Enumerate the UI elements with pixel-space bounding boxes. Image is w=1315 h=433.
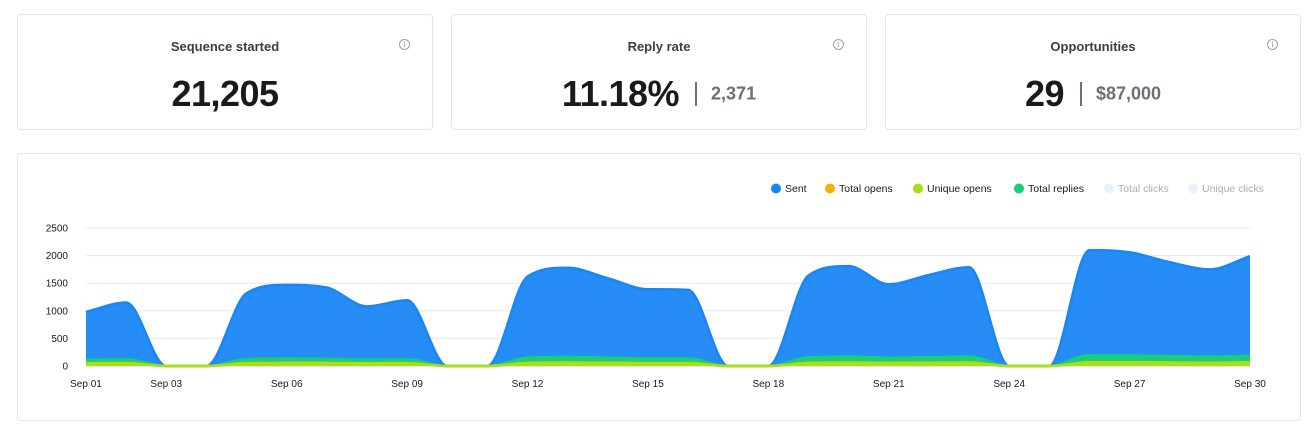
y-tick-label: 2000 xyxy=(46,251,69,262)
stat-title: Sequence started xyxy=(170,39,280,54)
series-line-sent xyxy=(85,248,1251,368)
info-icon[interactable]: i xyxy=(833,39,844,50)
legend-swatch-unique-clicks[interactable] xyxy=(1188,183,1198,194)
info-icon[interactable]: i xyxy=(1267,39,1278,50)
x-tick-label: Sep 03 xyxy=(150,379,182,390)
stat-value: 29 xyxy=(1024,73,1065,114)
legend-swatch-total-opens[interactable] xyxy=(825,183,835,194)
activity-area-chart: 0 500 1000 1500 2000 2500 Sep 01 Sep 03 Sep 06 Se… xyxy=(46,183,1267,390)
legend-swatch-sent[interactable] xyxy=(771,183,781,194)
legend-item-total-opens[interactable]: Total opens xyxy=(839,183,893,195)
series-area-sent xyxy=(86,250,1250,366)
x-tick-label: Sep 18 xyxy=(752,379,784,390)
y-tick-label: 1000 xyxy=(46,306,69,317)
x-tick-label: Sep 30 xyxy=(1234,379,1266,390)
legend-swatch-unique-opens[interactable] xyxy=(913,183,923,194)
stat-value: 21,205 xyxy=(171,73,279,114)
x-tick-label: Sep 01 xyxy=(70,379,102,390)
series-line-unique-opens xyxy=(85,361,1251,368)
stat-value-row: 29 $87,000 xyxy=(886,73,1300,115)
stat-divider xyxy=(695,82,698,106)
x-tick-label: Sep 12 xyxy=(512,379,544,390)
x-tick-label: Sep 24 xyxy=(993,379,1025,390)
legend-item-unique-opens[interactable]: Unique opens xyxy=(927,183,992,195)
x-tick-label: Sep 09 xyxy=(391,379,423,390)
stat-value-row: 11.18% 2,371 xyxy=(452,73,866,115)
legend-swatch-total-replies[interactable] xyxy=(1014,183,1024,194)
legend-item-sent[interactable]: Sent xyxy=(785,183,807,195)
stat-title: Reply rate xyxy=(627,39,691,54)
legend-item-unique-clicks[interactable]: Unique clicks xyxy=(1202,183,1264,195)
legend-item-total-clicks[interactable]: Total clicks xyxy=(1118,183,1169,195)
stat-card-sequence-started: Sequence started i 21,205 xyxy=(17,14,433,130)
stat-divider xyxy=(1079,82,1082,106)
y-tick-label: 0 xyxy=(62,362,68,373)
stat-secondary-value: $87,000 xyxy=(1095,83,1162,104)
stat-value-row: 21,205 xyxy=(18,73,432,115)
y-tick-label: 1500 xyxy=(46,279,69,290)
stat-card-opportunities: Opportunities i 29 $87,000 xyxy=(885,14,1301,130)
info-icon[interactable]: i xyxy=(399,39,410,50)
stat-card-reply-rate: Reply rate i 11.18% 2,371 xyxy=(451,14,867,130)
y-tick-label: 500 xyxy=(51,334,68,345)
stat-secondary-value: 2,371 xyxy=(711,83,757,104)
stat-title: Opportunities xyxy=(1050,39,1136,54)
chart-card: 0 500 1000 1500 2000 2500 Sep 01 Sep 03 Sep 06 Se… xyxy=(17,153,1301,421)
stat-value: 11.18% xyxy=(561,73,680,114)
x-tick-label: Sep 27 xyxy=(1114,379,1146,390)
legend-item-total-replies[interactable]: Total replies xyxy=(1028,183,1084,195)
x-tick-label: Sep 06 xyxy=(271,379,303,390)
x-tick-label: Sep 21 xyxy=(873,379,905,390)
x-tick-label: Sep 15 xyxy=(632,379,664,390)
legend-swatch-total-clicks[interactable] xyxy=(1104,183,1114,194)
y-tick-label: 2500 xyxy=(46,224,69,235)
